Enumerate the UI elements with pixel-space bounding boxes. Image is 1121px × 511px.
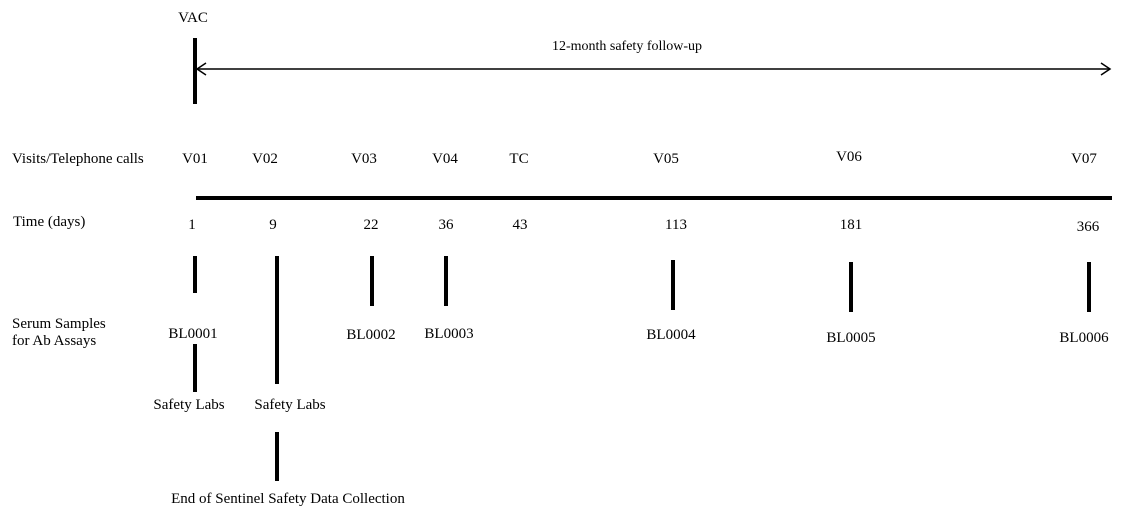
visit-name: TC <box>509 150 528 168</box>
visit-name: V04 <box>432 150 458 168</box>
sample-id: BL0001 <box>168 325 217 343</box>
sample-tick <box>193 256 197 293</box>
visit-name: V05 <box>653 150 679 168</box>
time-row-label: Time (days) <box>13 213 85 231</box>
visit-day: 366 <box>1077 218 1100 236</box>
safety-labs-label: Safety Labs <box>153 396 224 414</box>
safety-labs-tick <box>193 344 197 392</box>
visit-name: V06 <box>836 148 862 166</box>
sample-tick <box>671 260 675 310</box>
sample-tick <box>849 262 853 312</box>
visit-day: 1 <box>188 216 196 234</box>
serum-row-label: Serum Samples for Ab Assays <box>12 316 106 350</box>
sample-id: BL0003 <box>424 325 473 343</box>
visit-name: V03 <box>351 150 377 168</box>
sample-id: BL0004 <box>646 326 695 344</box>
sample-tick <box>444 256 448 306</box>
sample-tick <box>370 256 374 306</box>
visit-day: 9 <box>269 216 277 234</box>
serum-row-label-line1: Serum Samples <box>12 316 106 333</box>
visit-day: 43 <box>513 216 528 234</box>
visit-name: V07 <box>1071 150 1097 168</box>
sentinel-tick <box>275 432 279 481</box>
visit-day: 22 <box>364 216 379 234</box>
sentinel-label: End of Sentinel Safety Data Collection <box>171 490 405 508</box>
safety-labs-label: Safety Labs <box>254 396 325 414</box>
visit-day: 113 <box>665 216 687 234</box>
serum-row-label-line2: for Ab Assays <box>12 333 106 350</box>
sample-tick <box>1087 262 1091 312</box>
visit-day: 36 <box>439 216 454 234</box>
sample-id: BL0002 <box>346 326 395 344</box>
visits-row-label: Visits/Telephone calls <box>12 150 144 168</box>
sentinel-long-tick <box>275 256 279 384</box>
visit-name: V02 <box>252 150 278 168</box>
visit-name: V01 <box>182 150 208 168</box>
sample-id: BL0005 <box>826 329 875 347</box>
visit-day: 181 <box>840 216 863 234</box>
sample-id: BL0006 <box>1059 329 1108 347</box>
timeline-bar <box>196 196 1112 200</box>
